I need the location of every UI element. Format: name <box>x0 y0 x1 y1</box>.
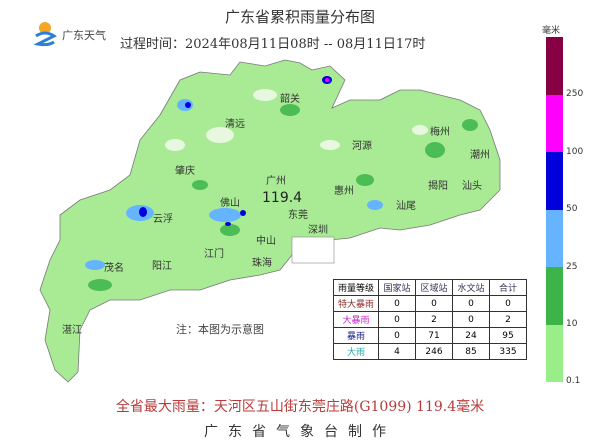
legend-segment <box>546 152 563 210</box>
city-label: 梅州 <box>430 127 450 138</box>
max-rainfall-summary: 全省最大雨量：天河区五山街东莞庄路(G1099) 119.4毫米 <box>115 399 485 415</box>
table-cell: 246 <box>415 343 453 360</box>
city-label: 潮州 <box>470 150 490 161</box>
city-label: 云浮 <box>153 214 173 225</box>
city-label: 湛江 <box>62 325 82 336</box>
rainfall-map <box>39 59 501 383</box>
legend-tick: 100 <box>566 147 584 157</box>
legend-segment <box>546 94 563 152</box>
table-header: 合计 <box>489 279 527 296</box>
table-row: 特大暴雨 0 0 0 0 <box>333 295 527 312</box>
time-period: 过程时间：2024年08月11日08时 -- 08月11日17时 <box>120 37 426 52</box>
rain-level: 大雨 <box>333 343 379 360</box>
city-label: 清远 <box>225 119 245 130</box>
table-cell: 0 <box>489 295 527 312</box>
sun-cloud-logo-icon <box>33 22 57 47</box>
legend-tick: 250 <box>566 89 584 99</box>
table-header: 雨量等级 <box>333 279 379 296</box>
table-cell: 0 <box>378 295 416 312</box>
table-cell: 85 <box>452 343 490 360</box>
city-label: 河源 <box>352 141 372 152</box>
station-count-table: 雨量等级 国家站 区域站 水文站 合计 特大暴雨 0 0 0 0 大暴雨 0 2… <box>333 279 527 360</box>
legend-tick: 0.1 <box>566 376 581 386</box>
legend-tick: 25 <box>566 262 578 272</box>
producer-credit: 广东省气象台制作 <box>204 424 396 440</box>
city-label: 揭阳 <box>428 181 448 192</box>
city-label: 珠海 <box>252 258 272 269</box>
legend-segment <box>546 267 563 325</box>
city-label: 江门 <box>204 249 224 260</box>
table-cell: 2 <box>415 311 453 328</box>
legend-unit: 毫米 <box>542 26 561 36</box>
city-label: 佛山 <box>220 198 240 209</box>
city-label: 深圳 <box>308 225 328 236</box>
logo-text: 广东天气 <box>62 29 106 42</box>
city-label: 中山 <box>256 236 276 247</box>
city-label: 汕尾 <box>396 201 416 212</box>
rain-level: 特大暴雨 <box>333 295 379 312</box>
legend-tick: 10 <box>566 319 578 329</box>
city-label: 广州 <box>266 176 286 187</box>
table-cell: 0 <box>452 311 490 328</box>
max-rainfall-marker: 119.4 <box>262 190 303 206</box>
map-note: 注：本图为示意图 <box>176 323 264 336</box>
city-label: 茂名 <box>104 263 124 274</box>
province-outline <box>39 59 501 383</box>
city-label: 惠州 <box>334 186 354 197</box>
table-row: 大雨 4 246 85 335 <box>333 343 527 360</box>
table-row: 大暴雨 0 2 0 2 <box>333 311 527 328</box>
table-cell: 2 <box>489 311 527 328</box>
legend-segment <box>546 209 563 267</box>
rain-level: 暴雨 <box>333 327 379 344</box>
city-label: 阳江 <box>152 261 172 272</box>
table-cell: 71 <box>415 327 453 344</box>
city-label: 韶关 <box>280 94 300 105</box>
table-cell: 4 <box>378 343 416 360</box>
map-title: 广东省累积雨量分布图 <box>224 8 375 26</box>
table-header: 国家站 <box>378 279 416 296</box>
table-cell: 24 <box>452 327 490 344</box>
city-label: 汕头 <box>462 181 482 192</box>
legend-tick: 50 <box>566 204 578 214</box>
rain-level: 大暴雨 <box>333 311 379 328</box>
table-cell: 0 <box>452 295 490 312</box>
table-header: 水文站 <box>452 279 490 296</box>
table-header: 区域站 <box>415 279 453 296</box>
table-cell: 335 <box>489 343 527 360</box>
city-label: 肇庆 <box>175 166 195 177</box>
table-cell: 95 <box>489 327 527 344</box>
table-row: 暴雨 0 71 24 95 <box>333 327 527 344</box>
color-legend <box>546 37 563 382</box>
table-cell: 0 <box>415 295 453 312</box>
table-cell: 0 <box>378 311 416 328</box>
legend-segment <box>546 324 563 382</box>
legend-segment <box>546 37 563 95</box>
table-header-row: 雨量等级 国家站 区域站 水文站 合计 <box>333 279 527 296</box>
city-label: 东莞 <box>288 210 308 221</box>
table-cell: 0 <box>378 327 416 344</box>
